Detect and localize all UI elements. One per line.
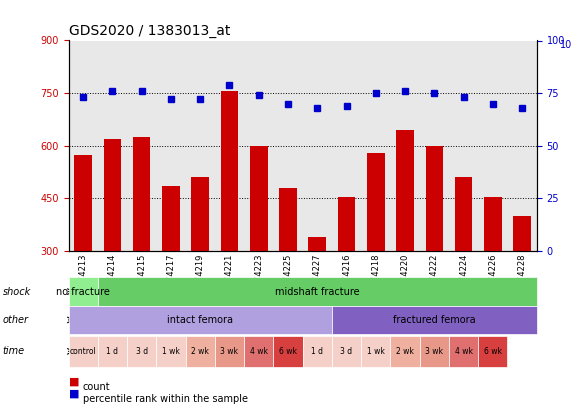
Bar	[220, 92, 238, 356]
Text: other: other	[3, 315, 29, 325]
Bar	[133, 137, 150, 356]
Text: time: time	[3, 346, 25, 356]
Text: 2 wk: 2 wk	[191, 347, 209, 356]
Bar	[513, 216, 531, 356]
Bar	[250, 146, 267, 356]
Bar	[455, 177, 472, 356]
Text: 1 d: 1 d	[106, 347, 118, 356]
Text: 2 wk: 2 wk	[396, 347, 414, 356]
Text: 3 d: 3 d	[340, 347, 352, 356]
Bar	[103, 139, 121, 356]
Text: GDS2020 / 1383013_at: GDS2020 / 1383013_at	[69, 24, 230, 38]
Text: 6 wk: 6 wk	[279, 347, 297, 356]
Bar	[279, 188, 297, 356]
Text: 1 d: 1 d	[311, 347, 323, 356]
Text: 1 wk: 1 wk	[367, 347, 385, 356]
Bar	[191, 177, 209, 356]
Text: 4 wk: 4 wk	[455, 347, 473, 356]
Text: fractured femora: fractured femora	[393, 315, 476, 325]
Text: ■: ■	[69, 377, 79, 387]
Text: shock: shock	[3, 287, 31, 296]
Bar	[425, 146, 443, 356]
Text: midshaft fracture: midshaft fracture	[275, 287, 360, 296]
Bar	[74, 155, 92, 356]
Text: 3 wk: 3 wk	[425, 347, 443, 356]
Text: no fracture: no fracture	[56, 287, 110, 296]
Text: ■: ■	[69, 389, 79, 399]
Bar	[308, 237, 326, 356]
Text: 6 wk: 6 wk	[484, 347, 502, 356]
Text: percentile rank within the sample: percentile rank within the sample	[83, 394, 248, 404]
Text: intact femora: intact femora	[167, 315, 233, 325]
Bar	[396, 130, 414, 356]
Text: control: control	[70, 347, 96, 356]
Bar	[337, 197, 355, 356]
Bar	[484, 197, 501, 356]
Bar	[162, 186, 180, 356]
Text: count: count	[83, 382, 110, 392]
Text: 4 wk: 4 wk	[250, 347, 268, 356]
Bar	[367, 153, 385, 356]
Text: 3 d: 3 d	[136, 347, 148, 356]
Text: 1 wk: 1 wk	[162, 347, 180, 356]
Text: 3 wk: 3 wk	[220, 347, 239, 356]
Y-axis label: 100%: 100%	[561, 40, 571, 51]
